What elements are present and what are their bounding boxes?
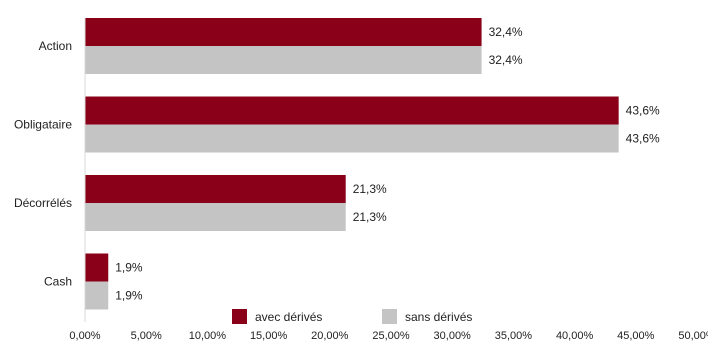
value-label-decorreles-sans-derives: 21,3% — [353, 210, 387, 224]
value-label-cash-sans-derives: 1,9% — [115, 289, 143, 303]
x-tick-label: 40,00% — [556, 330, 594, 342]
x-tick-label: 15,00% — [250, 330, 288, 342]
bar-decorreles-sans-derives — [85, 203, 346, 231]
legend-swatch-sans-derives — [382, 309, 397, 324]
bar-cash-avec-derives — [85, 253, 109, 282]
bar-cash-sans-derives — [85, 281, 109, 310]
value-label-obligataire-sans-derives: 43,6% — [626, 132, 660, 146]
legend: avec dérivés sans dérivés — [232, 309, 472, 324]
x-tick-label: 0,00% — [69, 330, 100, 342]
bar-action-avec-derives — [85, 18, 482, 46]
legend-swatch-avec-derives — [232, 309, 247, 324]
bar-obligataire-sans-derives — [85, 124, 619, 153]
legend-label-avec-derives: avec dérivés — [255, 310, 322, 324]
x-tick-label: 20,00% — [311, 330, 349, 342]
x-tick-label: 45,00% — [617, 330, 655, 342]
x-tick-label: 5,00% — [131, 330, 162, 342]
legend-label-sans-derives: sans dérivés — [405, 310, 472, 324]
x-tick-label: 35,00% — [495, 330, 533, 342]
x-tick-label: 30,00% — [434, 330, 472, 342]
x-tick-label: 50,00% — [678, 330, 708, 342]
bar-action-sans-derives — [85, 46, 482, 74]
category-label-obligataire: Obligataire — [14, 118, 72, 132]
value-labels: 32,4% 32,4% 43,6% 43,6% 21,3% 21,3% 1,9% 1,9% — [115, 25, 660, 303]
category-label-cash: Cash — [44, 275, 72, 289]
value-label-cash-avec-derives: 1,9% — [115, 261, 143, 275]
value-label-decorreles-avec-derives: 21,3% — [353, 182, 387, 196]
category-labels: Action Obligataire Décorrélés Cash — [14, 39, 72, 289]
x-tick-label: 10,00% — [189, 330, 227, 342]
bar-decorreles-avec-derives — [85, 175, 346, 203]
x-axis-tick-labels: 0,00% 5,00% 10,00% 15,00% 20,00% 25,00% 30,00%… — [69, 330, 708, 342]
bars-layer — [85, 18, 619, 310]
bar-obligataire-avec-derives — [85, 96, 619, 125]
value-label-action-sans-derives: 32,4% — [489, 53, 523, 67]
category-label-decorreles: Décorrélés — [14, 196, 72, 210]
value-label-obligataire-avec-derives: 43,6% — [626, 104, 660, 118]
x-tick-label: 25,00% — [372, 330, 410, 342]
value-label-action-avec-derives: 32,4% — [489, 25, 523, 39]
category-label-action: Action — [39, 39, 72, 53]
